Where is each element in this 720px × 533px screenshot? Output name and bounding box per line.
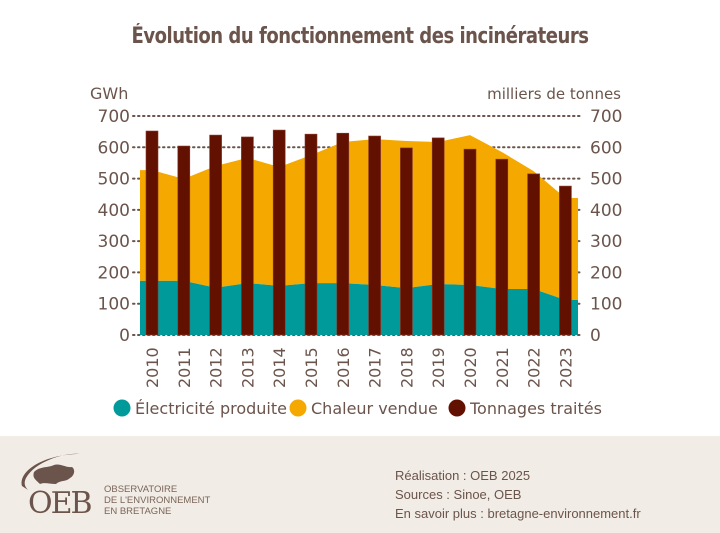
y-left-tick-label: 600 xyxy=(98,138,130,158)
y-left-axis-label: GWh xyxy=(90,84,128,103)
y-right-tick-label: 500 xyxy=(590,170,622,190)
bar-tonnages xyxy=(431,137,445,336)
x-tick-label: 2012 xyxy=(207,347,226,388)
bar-tonnages xyxy=(400,147,413,336)
y-right-tick-label: 0 xyxy=(590,326,601,346)
bar-tonnages xyxy=(304,133,318,336)
legend: Électricité produite Chaleur vendue Tonnag… xyxy=(113,399,602,418)
credit-realisation: Réalisation : OEB 2025 xyxy=(395,468,531,483)
y-left-tick-label: 400 xyxy=(98,201,130,221)
logo-subtitle-1: OBSERVATOIRE xyxy=(104,484,177,495)
bar-tonnages xyxy=(145,130,159,336)
x-tick-label: 2011 xyxy=(175,347,194,388)
logo-subtitle-2: DE L'ENVIRONNEMENT xyxy=(104,495,211,506)
bars xyxy=(145,129,572,336)
chart-title: Évolution du fonctionnement des incinéra… xyxy=(131,24,589,49)
y-left-tick-label: 100 xyxy=(98,295,130,315)
y-right-tick-label: 400 xyxy=(590,201,622,221)
oeb-logo: OEB OBSERVATOIRE DE L'ENVIRONNEMENT EN B… xyxy=(21,453,211,521)
logo-subtitle-3: EN BRETAGNE xyxy=(104,506,171,517)
logo-text: OEB xyxy=(28,486,91,521)
bar-tonnages xyxy=(241,136,254,336)
bar-tonnages xyxy=(336,132,350,336)
y-left-tick-label: 500 xyxy=(98,170,130,190)
bar-tonnages xyxy=(177,145,191,336)
y-right-tick-label: 700 xyxy=(590,107,622,127)
x-tick-label: 2019 xyxy=(429,347,448,388)
y-left-tick-label: 200 xyxy=(98,263,130,283)
bar-tonnages xyxy=(272,129,286,336)
legend-label: Électricité produite xyxy=(135,399,287,418)
x-tick-label: 2018 xyxy=(397,347,416,388)
x-tick-label: 2013 xyxy=(238,347,257,388)
legend-label: Chaleur vendue xyxy=(311,399,438,418)
y-right-tick-label: 300 xyxy=(590,232,622,252)
credit-sources: Sources : Sinoe, OEB xyxy=(395,487,522,502)
brittany-map-icon xyxy=(33,464,75,484)
stacked-areas xyxy=(140,135,578,335)
bar-tonnages xyxy=(209,134,222,336)
axes: 0 0 100 100 200 200 300 300 400 400 500 500 600 600 70… xyxy=(90,84,622,388)
x-tick-label: 2010 xyxy=(143,347,162,388)
y-right-axis-label: milliers de tonnes xyxy=(487,85,621,103)
bar-tonnages xyxy=(527,173,540,336)
bar-tonnages xyxy=(495,158,509,336)
x-tick-label: 2020 xyxy=(461,347,480,388)
y-left-tick-label: 700 xyxy=(98,107,130,127)
y-left-tick-label: 0 xyxy=(119,326,130,346)
credits: Réalisation : OEB 2025 Sources : Sinoe, … xyxy=(395,466,641,523)
x-tick-label: 2014 xyxy=(270,347,289,388)
y-right-tick-label: 600 xyxy=(590,138,622,158)
x-tick-label: 2021 xyxy=(493,347,512,388)
y-right-tick-label: 100 xyxy=(590,295,622,315)
bar-tonnages xyxy=(559,185,572,336)
x-tick-label: 2015 xyxy=(302,347,321,388)
legend-label: Tonnages traités xyxy=(469,399,602,418)
x-tick-label: 2023 xyxy=(556,347,575,388)
legend-swatch xyxy=(113,399,131,417)
x-tick-label: 2017 xyxy=(366,347,385,388)
bar-tonnages xyxy=(463,148,477,336)
x-tick-label: 2016 xyxy=(334,347,353,388)
bar-tonnages xyxy=(368,135,381,336)
credit-link[interactable]: En savoir plus : bretagne-environnement.… xyxy=(395,506,641,521)
x-tick-label: 2022 xyxy=(525,347,544,388)
y-left-tick-label: 300 xyxy=(98,232,130,252)
footer: OEB OBSERVATOIRE DE L'ENVIRONNEMENT EN B… xyxy=(0,436,720,533)
legend-swatch xyxy=(289,399,307,417)
chart: 0 0 100 100 200 200 300 300 400 400 500 500 600 600 70… xyxy=(90,84,622,418)
legend-swatch xyxy=(448,399,466,417)
y-right-tick-label: 200 xyxy=(590,263,622,283)
area-chaleur-vendue xyxy=(140,135,578,300)
